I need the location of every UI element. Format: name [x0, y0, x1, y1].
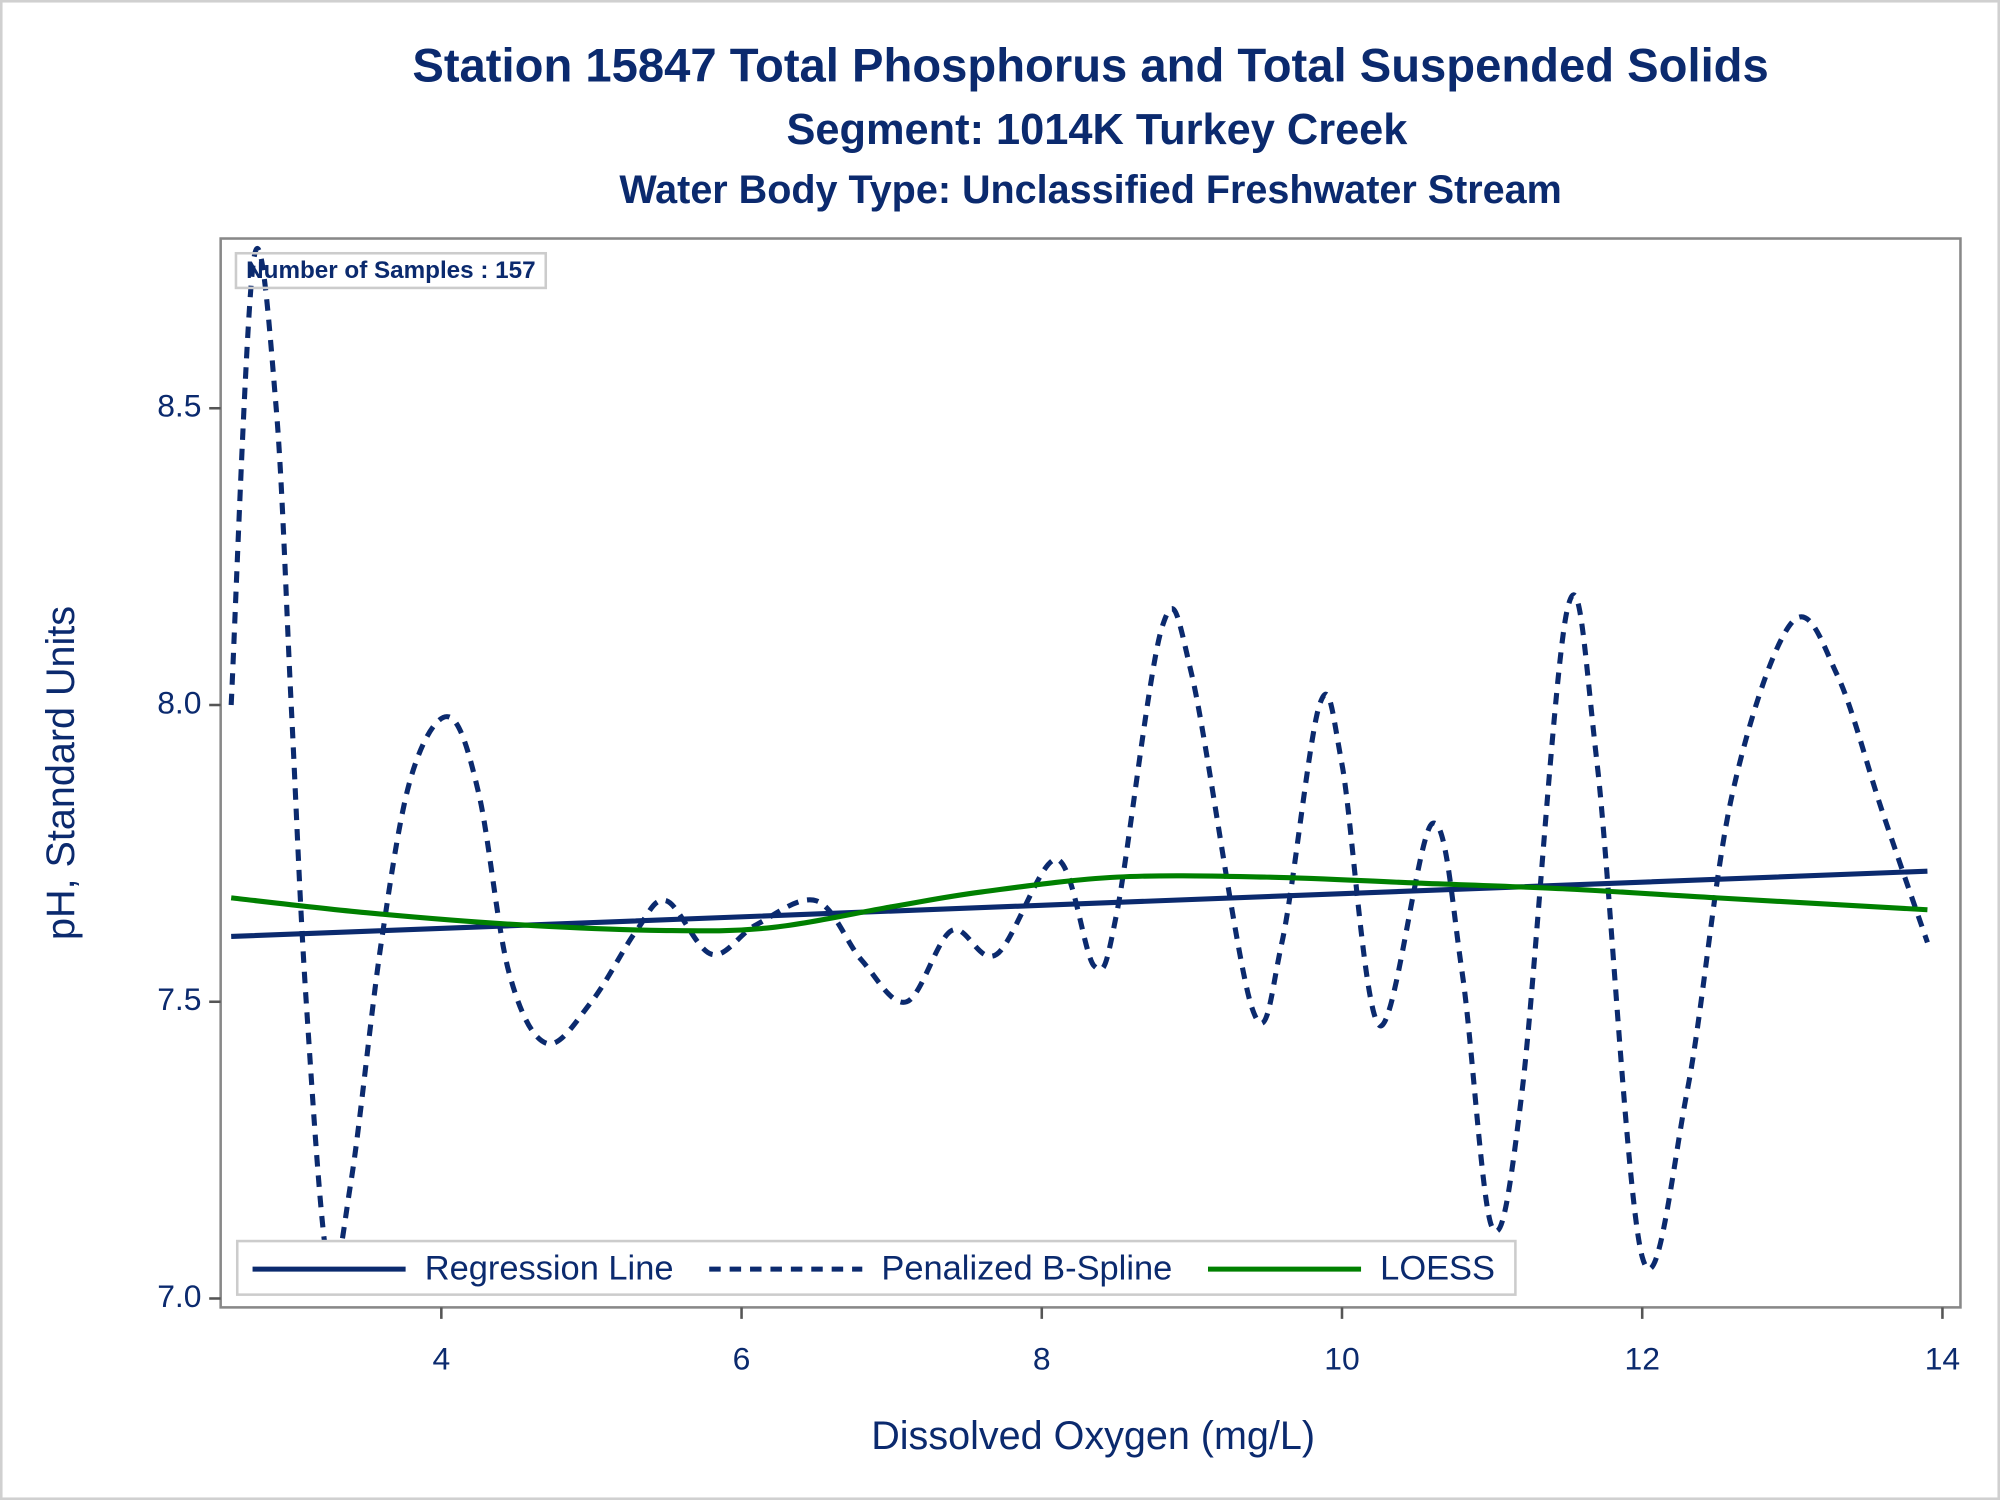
chart-title: Station 15847 Total Phosphorus and Total…: [412, 39, 1768, 92]
x-tick-label: 10: [1324, 1340, 1359, 1376]
annotation-box: [234, 251, 548, 290]
y-tick-label: 7.5: [157, 981, 201, 1017]
y-tick-label: 8.5: [157, 388, 201, 424]
x-tick-label: 12: [1624, 1340, 1659, 1376]
x-axis-label: Dissolved Oxygen (mg/L): [871, 1414, 1315, 1458]
x-tick-label: 6: [733, 1340, 751, 1376]
y-tick-label: 8.0: [157, 684, 201, 720]
y-tick-label: 7.0: [157, 1278, 201, 1314]
chart-subtitle: Water Body Type: Unclassified Freshwater…: [619, 168, 1561, 212]
x-tick-label: 4: [432, 1340, 450, 1376]
series-line: [228, 246, 1930, 1279]
legend-box: [235, 1239, 1517, 1296]
y-axis-label: pH, Standard Units: [39, 606, 83, 940]
legend-label: Penalized B-Spline: [881, 1250, 1172, 1288]
series-line: [230, 873, 1928, 934]
annotation: Number of Samples : 157: [246, 257, 535, 284]
legend-label: LOESS: [1380, 1250, 1495, 1288]
series-line: [231, 868, 1928, 940]
x-tick-label: 14: [1925, 1340, 1960, 1376]
x-tick-label: 8: [1033, 1340, 1051, 1376]
legend: Regression Line Penalized B-Spline LOESS: [235, 1239, 1517, 1296]
plot-area: [219, 237, 1962, 1309]
chart-subtitle: Segment: 1014K Turkey Creek: [786, 106, 1408, 154]
legend-label: Regression Line: [425, 1250, 674, 1288]
